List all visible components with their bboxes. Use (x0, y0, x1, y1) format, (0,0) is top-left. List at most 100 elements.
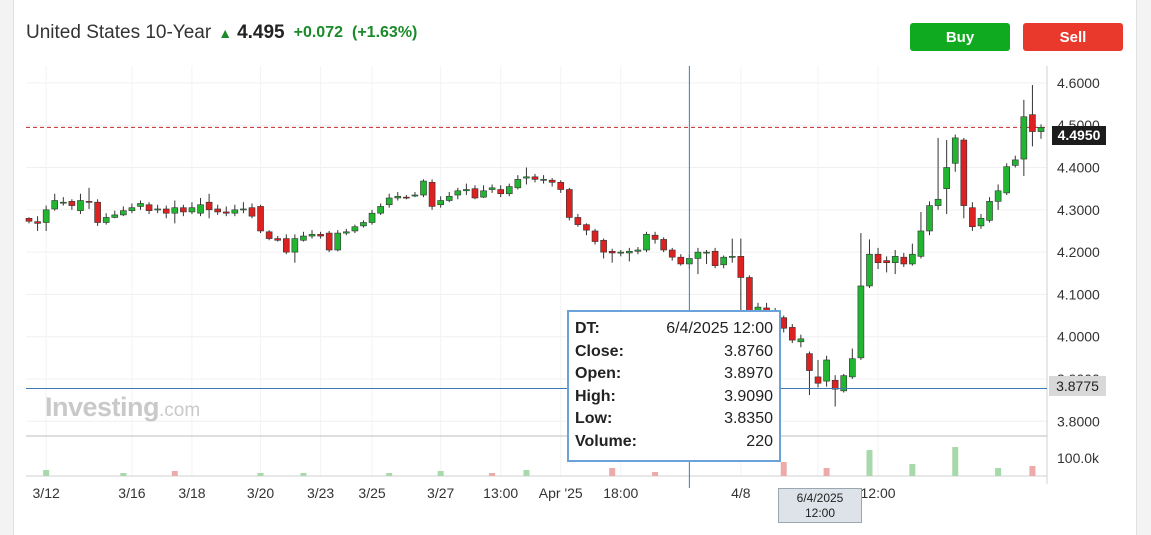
sell-button[interactable]: Sell (1023, 23, 1123, 51)
candle (540, 175, 547, 184)
candle (497, 185, 504, 198)
y-tick-label: 4.2000 (1057, 244, 1100, 260)
candle (514, 175, 522, 190)
candle (214, 204, 221, 215)
candle (248, 203, 256, 219)
volume-bar (866, 450, 873, 476)
candle (960, 137, 968, 219)
tooltip-key: Close: (575, 342, 624, 360)
candle (394, 192, 402, 201)
candle-body (797, 338, 805, 343)
candle-body (325, 232, 333, 251)
candle (566, 187, 573, 221)
candle-body (497, 189, 504, 195)
buy-button[interactable]: Buy (910, 23, 1010, 51)
candle (668, 247, 676, 261)
candle (505, 183, 513, 197)
volume-bar (909, 464, 916, 476)
volume-bar (300, 473, 307, 476)
candle-body (180, 207, 187, 213)
candle (548, 178, 556, 187)
candle (1029, 85, 1036, 147)
candle-body (909, 253, 916, 265)
candle (480, 185, 487, 198)
candle-body (197, 204, 204, 214)
candle (1037, 124, 1045, 139)
candle (162, 205, 170, 219)
candle (111, 210, 119, 219)
candle-body (188, 207, 196, 213)
candle (831, 375, 839, 407)
candle-body (120, 210, 127, 216)
candle (188, 202, 196, 215)
candle-body (34, 221, 41, 224)
candle-body (94, 201, 101, 223)
candle-body (385, 197, 393, 206)
candle-body (780, 317, 788, 329)
candle (171, 200, 179, 224)
candle-body (85, 201, 93, 203)
candle-body (900, 256, 908, 265)
candle (600, 238, 607, 259)
candle-body (617, 251, 625, 254)
watermark-brand: Investing (45, 392, 160, 422)
candle-body (231, 209, 239, 214)
candle (274, 236, 282, 242)
candle-body (711, 250, 719, 266)
candle (428, 179, 436, 210)
y-tick-label: 4.1000 (1057, 286, 1100, 302)
candle (222, 206, 230, 217)
candle-body (394, 195, 402, 199)
last-price-tag: 4.4950 (1052, 126, 1106, 145)
candle (703, 250, 710, 264)
y-tick-label: 4.0000 (1057, 329, 1100, 345)
candle (994, 184, 1002, 210)
candle-body (608, 250, 616, 254)
candle (137, 200, 144, 210)
volume-bar (171, 471, 178, 476)
candle-body (977, 217, 985, 227)
watermark-suffix: .com (159, 400, 201, 421)
tooltip-row: DT: 6/4/2025 12:00 (575, 318, 773, 341)
candle-body (248, 207, 256, 217)
candle-body (831, 379, 839, 390)
candle (282, 234, 290, 255)
volume-bar (652, 472, 659, 476)
candle-body (308, 234, 316, 237)
candle-body (137, 203, 144, 207)
candle-body (171, 207, 179, 214)
candle (909, 243, 916, 266)
candle (205, 193, 213, 219)
tooltip-value: 3.8970 (724, 365, 773, 383)
tooltip-value: 220 (746, 432, 773, 450)
candle (77, 193, 84, 215)
candle (943, 140, 950, 215)
last-price: 4.495 (237, 22, 285, 43)
candle-body (291, 238, 299, 253)
candle-body (823, 359, 830, 382)
candle (926, 201, 933, 236)
candle (728, 238, 736, 263)
tooltip-value: 3.8350 (724, 410, 773, 428)
candle (300, 231, 307, 242)
candle (866, 239, 873, 289)
volume-bar (43, 470, 50, 476)
candle (265, 230, 273, 241)
candle-body (651, 234, 659, 240)
candle-body (343, 231, 350, 234)
candle-body (282, 238, 290, 253)
candle-body (222, 211, 230, 214)
candle-body (162, 208, 170, 214)
candle-body (703, 251, 710, 254)
volume-bar (437, 471, 444, 476)
candle (986, 197, 993, 223)
candle-body (257, 206, 264, 232)
candle-body (677, 256, 685, 265)
candle (608, 248, 616, 263)
candle-body (557, 182, 565, 190)
x-tick-label: 12:00 (861, 485, 896, 501)
candle (1003, 163, 1010, 196)
candle (891, 250, 899, 275)
candle-body (960, 139, 968, 206)
